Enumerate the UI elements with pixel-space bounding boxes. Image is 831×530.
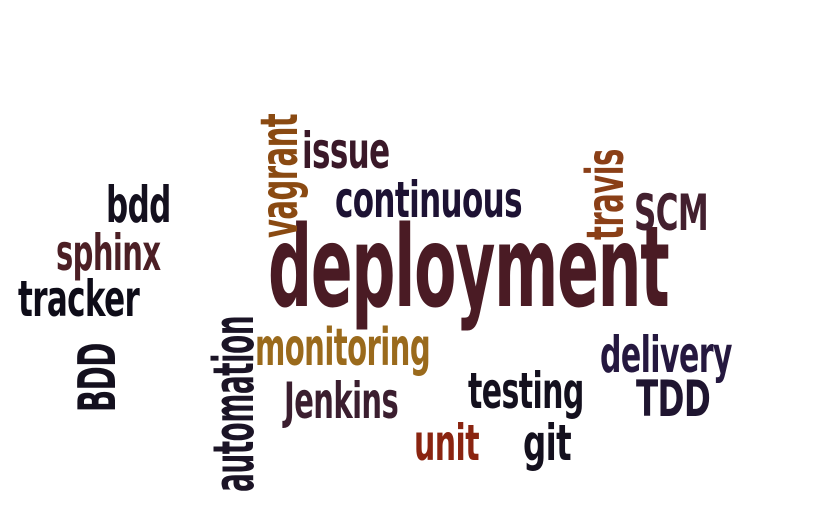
word-testing: testing xyxy=(468,362,584,420)
word-sphinx: sphinx xyxy=(56,224,161,282)
word-delivery: delivery xyxy=(600,326,732,384)
word-tdd: TDD xyxy=(636,370,711,428)
word-bdd: bdd xyxy=(106,176,171,234)
word-unit: unit xyxy=(414,414,480,472)
word-deployment: deployment xyxy=(268,203,670,333)
word-tracker: tracker xyxy=(18,270,140,328)
word-automation: automation xyxy=(202,315,267,492)
word-scm: SCM xyxy=(634,184,709,242)
word-bdd-upper: BDD xyxy=(68,343,128,412)
word-monitoring: monitoring xyxy=(255,318,431,378)
word-vagrant: vagrant xyxy=(250,113,310,238)
word-git: git xyxy=(523,414,572,472)
word-travis: travis xyxy=(576,149,636,240)
word-continuous: continuous xyxy=(335,171,523,229)
word-issue: issue xyxy=(302,122,390,180)
word-jenkins: Jenkins xyxy=(284,372,399,430)
